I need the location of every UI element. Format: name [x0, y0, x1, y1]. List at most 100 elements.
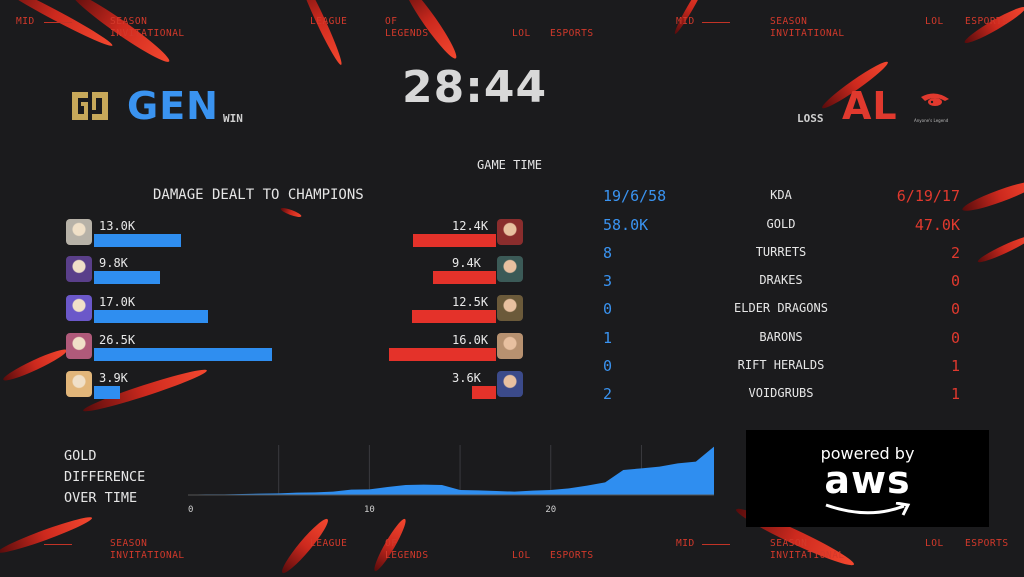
background-slash [1, 345, 69, 385]
banner-of: OF [385, 16, 398, 27]
red-stat-value: 1 [950, 357, 960, 375]
gold-chart-label-line2: DIFFERENCE [64, 469, 146, 485]
blue-stat-value: 1 [603, 329, 613, 347]
red-damage-value: 3.6K [452, 371, 481, 385]
aws-sponsor-panel: powered by aws [746, 430, 989, 527]
banner-line [702, 544, 730, 545]
red-stat-value: 1 [950, 385, 960, 403]
red-champion-portrait [497, 295, 523, 321]
blue-champion-portrait [66, 219, 92, 245]
banner-line [44, 544, 72, 545]
banner-lol-bottom-2: LOL [925, 538, 944, 549]
stat-name: DRAKES [759, 273, 803, 287]
blue-damage-bar [94, 310, 208, 323]
red-stat-value: 0 [950, 300, 960, 318]
aws-smile-icon [825, 502, 911, 516]
banner-mid-2: MID [676, 16, 695, 27]
banner-esports: ESPORTS [550, 28, 594, 39]
banner-line [44, 22, 72, 23]
blue-champion-portrait [66, 256, 92, 282]
al-logo-icon [921, 93, 949, 106]
red-champion-portrait [497, 219, 523, 245]
banner-season-2: SEASON [770, 16, 808, 27]
game-timer: 28:44 [402, 62, 548, 113]
blue-damage-value: 3.9K [99, 371, 128, 385]
red-champion-portrait [497, 256, 523, 282]
banner-invitational-2: INVITATIONAL [770, 28, 845, 39]
blue-damage-bar [94, 348, 272, 361]
banner-lol-2: LOL [925, 16, 944, 27]
banner-of-bottom: OF [385, 538, 398, 549]
background-slash [960, 176, 1024, 216]
banner-season: SEASON [110, 16, 148, 27]
background-slash [279, 206, 303, 219]
aws-wordmark: aws [824, 458, 911, 502]
red-damage-value: 16.0K [452, 333, 489, 347]
red-damage-bar [433, 271, 496, 284]
gold-difference-chart: 0 10 20 [188, 445, 714, 515]
blue-stat-value: 0 [603, 300, 613, 318]
red-stat-value: 0 [950, 272, 960, 290]
banner-line [702, 22, 730, 23]
red-damage-value: 9.4K [452, 256, 481, 270]
red-team-result: LOSS [797, 112, 824, 125]
blue-damage-value: 9.8K [99, 256, 128, 270]
blue-stat-value: 19/6/58 [603, 187, 667, 205]
banner-lol-bottom: LOL [512, 550, 531, 561]
blue-damage-bar [94, 234, 182, 247]
gold-difference-area [188, 446, 714, 495]
banner-invitational-bottom: INVITATIONAL [110, 550, 185, 561]
banner-lol: LOL [512, 28, 531, 39]
red-damage-bar [388, 348, 496, 361]
damage-title: DAMAGE DEALT TO CHAMPIONS [153, 187, 364, 203]
red-damage-bar [412, 234, 496, 247]
stat-name: BARONS [759, 330, 803, 344]
stat-name: TURRETS [755, 245, 807, 259]
banner-esports-2: ESPORTS [965, 16, 1009, 27]
background-slash [294, 0, 346, 67]
blue-damage-value: 26.5K [99, 333, 136, 347]
blue-damage-bar [94, 386, 121, 399]
red-stat-value: 2 [950, 244, 960, 262]
stat-name: RIFT HERALDS [737, 358, 825, 372]
blue-damage-value: 13.0K [99, 219, 136, 233]
banner-mid-bottom: MID [676, 538, 695, 549]
blue-stat-value: 3 [603, 272, 613, 290]
gold-chart-label-line1: GOLD [64, 448, 97, 464]
red-team-name: AL [842, 84, 898, 128]
banner-mid: MID [16, 16, 35, 27]
blue-team-name: GEN [127, 84, 219, 128]
blue-stat-value: 2 [603, 385, 613, 403]
red-stat-value: 6/19/17 [896, 187, 960, 205]
red-damage-bar [471, 386, 496, 399]
banner-esports-bottom: ESPORTS [550, 550, 594, 561]
red-stat-value: 47.0K [914, 216, 960, 234]
blue-stat-value: 0 [603, 357, 613, 375]
blue-champion-portrait [66, 295, 92, 321]
blue-stat-value: 58.0K [603, 216, 649, 234]
red-damage-value: 12.5K [452, 295, 489, 309]
chart-x-tick-label: 0 [188, 505, 193, 515]
blue-stat-value: 8 [603, 244, 613, 262]
al-logo-wordmark: Anyone's Legend [914, 118, 949, 123]
stat-name: VOIDGRUBS [748, 386, 814, 400]
red-champion-portrait [497, 333, 523, 359]
stat-name: KDA [770, 188, 792, 202]
banner-invitational-bottom-2: INVITATIONAL [770, 550, 845, 561]
banner-invitational: INVITATIONAL [110, 28, 185, 39]
banner-season-bottom-2: SEASON [770, 538, 808, 549]
banner-league-bottom: LEAGUE [310, 538, 348, 549]
red-damage-value: 12.4K [452, 219, 489, 233]
background-slash [976, 232, 1024, 266]
blue-damage-value: 17.0K [99, 295, 136, 309]
banner-esports-bottom-2: ESPORTS [965, 538, 1009, 549]
red-damage-bar [412, 310, 496, 323]
gen-logo-icon [72, 92, 108, 120]
banner-legends-bottom: LEGENDS [385, 550, 429, 561]
blue-damage-bar [94, 271, 160, 284]
game-time-label: GAME TIME [477, 158, 543, 172]
background-slash [0, 513, 94, 557]
red-stat-value: 0 [950, 329, 960, 347]
stat-name: GOLD [766, 217, 796, 231]
gold-chart-label-line3: OVER TIME [64, 490, 138, 506]
